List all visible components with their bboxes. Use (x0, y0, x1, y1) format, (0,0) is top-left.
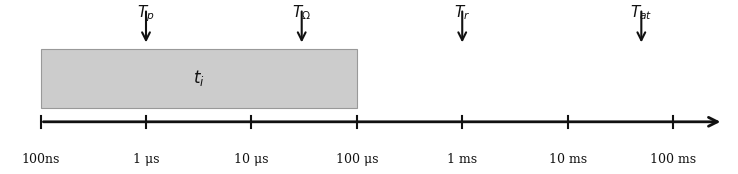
Text: 100 ms: 100 ms (650, 153, 696, 166)
Text: 1 ms: 1 ms (447, 153, 477, 166)
Text: 10 μs: 10 μs (234, 153, 269, 166)
Text: 100ns: 100ns (21, 153, 60, 166)
Bar (41, 49, 357, 108)
Text: $T_{r}$: $T_{r}$ (454, 3, 470, 22)
Text: $t_i$: $t_i$ (193, 68, 204, 88)
Text: $T_{Ω}$: $T_{Ω}$ (292, 3, 311, 22)
Text: 1 μs: 1 μs (133, 153, 159, 166)
Text: $T_{at}$: $T_{at}$ (630, 3, 652, 22)
Text: 10 ms: 10 ms (548, 153, 587, 166)
Text: $T_{p}$: $T_{p}$ (137, 3, 155, 24)
Text: 100 μs: 100 μs (336, 153, 378, 166)
